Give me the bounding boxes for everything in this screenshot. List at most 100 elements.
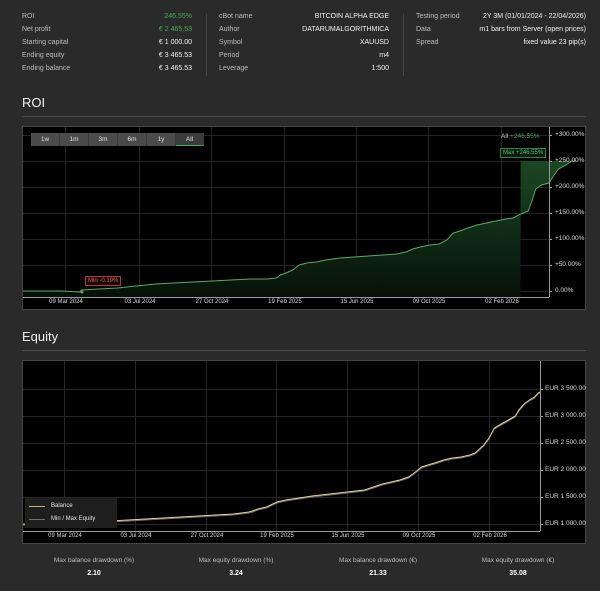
stat-label: Max balance drawdown (€) bbox=[338, 557, 418, 564]
period-value: m4 bbox=[379, 52, 389, 59]
roi-xtick: 19 Feb 2025 bbox=[268, 299, 302, 305]
roi-ytick: +200.00% bbox=[555, 183, 585, 190]
spread-value: fixed value 23 pip(s) bbox=[523, 39, 586, 46]
range-button-1m[interactable]: 1m bbox=[60, 133, 89, 146]
equity-section-divider bbox=[22, 350, 586, 351]
net-profit-label: Net profit bbox=[22, 26, 51, 33]
leverage-label: Leverage bbox=[219, 65, 249, 72]
roi-ytick: +100.00% bbox=[555, 235, 585, 242]
equity-ytick: EUR 3 000.00 bbox=[545, 412, 586, 419]
stat-label: Max balance drawdown (%) bbox=[53, 557, 135, 564]
equity-xtick: 09 Mar 2024 bbox=[48, 533, 82, 539]
range-button-3m[interactable]: 3m bbox=[89, 133, 118, 146]
equity-ytick: EUR 3 500.00 bbox=[545, 385, 586, 392]
roi-min-marker bbox=[80, 290, 84, 294]
legend-item-balance[interactable]: Balance bbox=[29, 503, 73, 509]
roi-section-title: ROI bbox=[22, 95, 46, 110]
equity-legend: Balance Min / Max Equity bbox=[25, 498, 117, 528]
testing-period-value: 2Y 3M (01/01/2024 - 22/04/2026) bbox=[482, 13, 586, 20]
equity-ytick: EUR 2 000.00 bbox=[545, 466, 586, 473]
ending-equity-value: € 3 465.53 bbox=[158, 52, 192, 59]
roi-min-badge: Min -0.19% bbox=[85, 276, 122, 286]
stat-label: Max equity drawdown (%) bbox=[198, 557, 274, 564]
stat-max-equity-drawdown-pct: Max equity drawdown (%) 3.24 bbox=[166, 557, 306, 577]
ending-balance-label: Ending balance bbox=[22, 65, 71, 72]
roi-ytick: +50.00% bbox=[555, 261, 581, 268]
data-value: m1 bars from Server (open prices) bbox=[479, 26, 586, 33]
summary-divider bbox=[403, 14, 404, 76]
stat-value: 35.08 bbox=[509, 570, 527, 577]
roi-xtick: 03 Jul 2024 bbox=[124, 299, 156, 305]
roi-line bbox=[23, 160, 577, 293]
equity-ytick: EUR 2 500.00 bbox=[545, 439, 586, 446]
cbot-name-value: BITCOIN ALPHA EDGE bbox=[314, 13, 389, 20]
equity-section-title: Equity bbox=[22, 329, 59, 344]
stat-max-equity-drawdown-eur: Max equity drawdown (€) 35.08 bbox=[448, 557, 588, 577]
stat-max-balance-drawdown-pct: Max balance drawdown (%) 2.10 bbox=[24, 557, 164, 577]
range-button-all[interactable]: All bbox=[176, 133, 204, 146]
equity-xtick: 09 Oct 2025 bbox=[402, 533, 436, 539]
equity-balance-line bbox=[23, 391, 541, 525]
leverage-value: 1:500 bbox=[371, 65, 389, 72]
equity-ytick: EUR 1 000.00 bbox=[545, 520, 586, 527]
stat-max-balance-drawdown-eur: Max balance drawdown (€) 21.33 bbox=[308, 557, 448, 577]
summary-divider bbox=[206, 14, 207, 76]
range-button-1w[interactable]: 1w bbox=[31, 133, 60, 146]
range-button-1y[interactable]: 1y bbox=[147, 133, 176, 146]
starting-capital-label: Starting capital bbox=[22, 39, 69, 46]
cbot-name-label: cBot name bbox=[219, 13, 253, 20]
stat-value: 3.24 bbox=[229, 570, 243, 577]
equity-ytick: EUR 1 500.00 bbox=[545, 493, 586, 500]
equity-xtick: 27 Oct 2024 bbox=[190, 533, 224, 539]
roi-value: 246.55% bbox=[164, 13, 192, 20]
roi-xtick: 15 Jun 2025 bbox=[340, 299, 374, 305]
legend-item-minmax-equity[interactable]: Min / Max Equity bbox=[29, 516, 95, 522]
symbol-label: Symbol bbox=[219, 39, 243, 46]
equity-chart[interactable]: Balance Min / Max Equity EUR 3 500.00 EU… bbox=[22, 360, 586, 544]
net-profit-value: € 2 465.53 bbox=[158, 26, 192, 33]
roi-xtick: 09 Oct 2025 bbox=[412, 299, 446, 305]
roi-ytick: 0.00% bbox=[555, 287, 574, 294]
legend-balance-label: Balance bbox=[51, 503, 73, 509]
stat-value: 2.10 bbox=[87, 570, 101, 577]
roi-xtick: 27 Oct 2024 bbox=[195, 299, 229, 305]
spread-label: Spread bbox=[416, 39, 439, 46]
testing-period-label: Testing period bbox=[416, 13, 460, 20]
roi-all-text: All bbox=[501, 133, 509, 140]
equity-xtick: 02 Feb 2026 bbox=[473, 533, 507, 539]
roi-ytick: +250.00% bbox=[555, 157, 585, 164]
equity-xtick: 15 Jun 2025 bbox=[331, 533, 365, 539]
roi-chart-plot bbox=[23, 127, 577, 298]
roi-xtick: 09 Mar 2024 bbox=[49, 299, 83, 305]
roi-area bbox=[23, 161, 577, 297]
roi-max-badge: Max +246.55% bbox=[500, 148, 547, 158]
roi-chart[interactable]: 1w 1m 3m 6m 1y All All +246.55% Max +246… bbox=[22, 126, 586, 310]
equity-xtick: 03 Jul 2024 bbox=[120, 533, 152, 539]
author-value: DATARUMALGORITHMICA bbox=[302, 26, 389, 33]
symbol-value: XAUUSD bbox=[359, 39, 389, 46]
minmax-swatch-icon bbox=[29, 518, 45, 520]
roi-ytick: +300.00% bbox=[555, 131, 585, 138]
roi-all-value: +246.55% bbox=[510, 133, 540, 140]
range-selector: 1w 1m 3m 6m 1y All bbox=[31, 133, 204, 146]
ending-balance-value: € 3 465.53 bbox=[158, 65, 192, 72]
roi-ytick: +150.00% bbox=[555, 209, 585, 216]
roi-all-label: All +246.55% bbox=[501, 133, 540, 140]
period-label: Period bbox=[219, 52, 240, 59]
equity-minmax-line bbox=[23, 392, 541, 526]
range-button-6m[interactable]: 6m bbox=[118, 133, 147, 146]
stat-label: Max equity drawdown (€) bbox=[481, 557, 555, 564]
ending-equity-label: Ending equity bbox=[22, 52, 65, 59]
data-label: Data bbox=[416, 26, 431, 33]
balance-swatch-icon bbox=[29, 505, 45, 507]
stat-value: 21.33 bbox=[369, 570, 387, 577]
equity-grid bbox=[23, 361, 540, 531]
author-label: Author bbox=[219, 26, 240, 33]
roi-section-divider bbox=[22, 116, 586, 117]
equity-xtick: 19 Feb 2025 bbox=[260, 533, 294, 539]
legend-minmax-label: Min / Max Equity bbox=[51, 516, 96, 522]
equity-chart-plot bbox=[23, 361, 543, 532]
roi-xtick: 02 Feb 2026 bbox=[485, 299, 519, 305]
starting-capital-value: € 1 000.00 bbox=[158, 39, 192, 46]
summary-panel: ROI 246.55% Net profit € 2 465.53 Starti… bbox=[0, 10, 600, 76]
